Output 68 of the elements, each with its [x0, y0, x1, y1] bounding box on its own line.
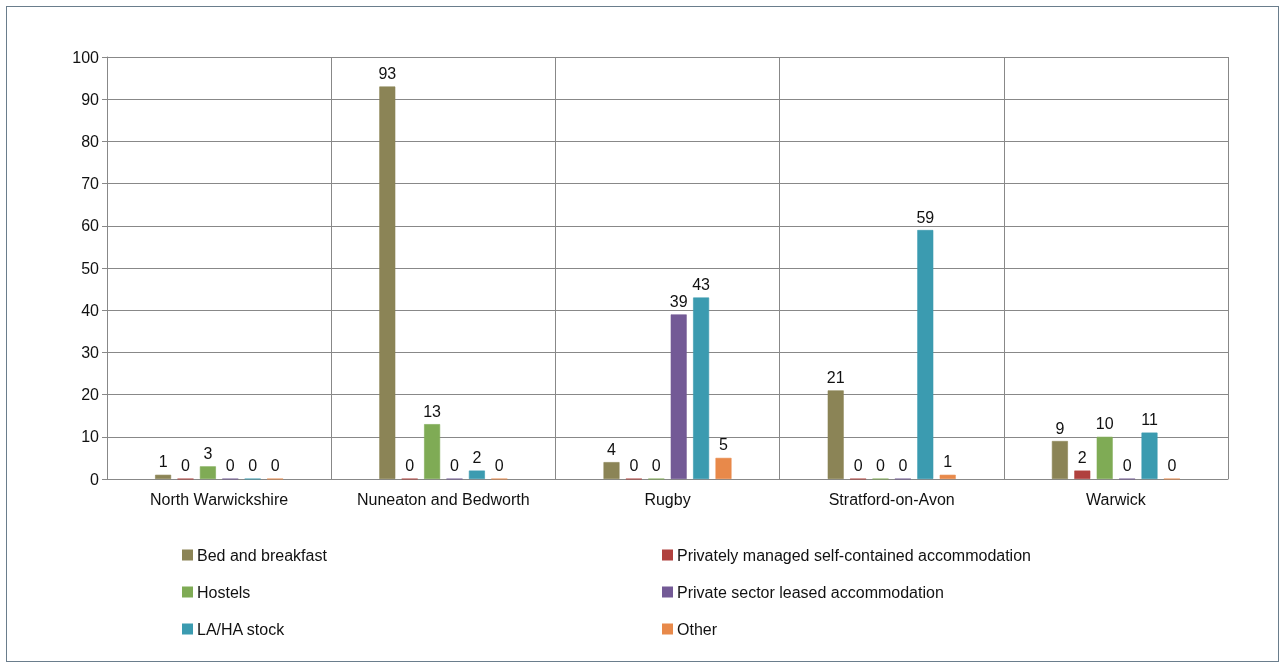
x-tick-label: Warwick [1085, 490, 1147, 508]
data-label: 93 [378, 65, 397, 83]
y-tick-label: 50 [81, 259, 100, 277]
data-label: 2 [1077, 449, 1087, 467]
data-label: 0 [270, 457, 280, 475]
legend-label: Bed and breakfast [197, 546, 328, 564]
bar [603, 462, 620, 479]
x-tick-label: Stratford-on-Avon [828, 490, 955, 508]
y-tick-label: 30 [81, 343, 100, 361]
data-label: 0 [405, 457, 415, 475]
y-tick-label: 80 [81, 132, 100, 150]
bar [693, 297, 710, 479]
bar [468, 470, 485, 479]
bar [715, 457, 732, 479]
bar [379, 86, 396, 479]
data-label: 1 [943, 453, 953, 471]
y-tick-label: 70 [81, 175, 100, 193]
data-label: 0 [853, 457, 863, 475]
data-label: 0 [629, 457, 639, 475]
data-label: 0 [898, 457, 908, 475]
data-label: 21 [826, 368, 845, 386]
data-label: 0 [876, 457, 886, 475]
data-label: 5 [719, 436, 729, 454]
data-label: 4 [607, 440, 617, 458]
y-tick-label: 90 [81, 90, 100, 108]
bar [917, 230, 934, 479]
data-label: 0 [248, 457, 258, 475]
legend-label: Other [677, 620, 718, 638]
bar [1074, 470, 1091, 479]
data-label: 0 [1122, 457, 1132, 475]
y-tick-label: 100 [72, 48, 100, 66]
data-label: 0 [494, 457, 504, 475]
x-tick-label: Nuneaton and Bedworth [357, 490, 530, 508]
data-label: 1 [158, 453, 168, 471]
x-tick-label: North Warwickshire [150, 490, 289, 508]
data-label: 9 [1055, 419, 1065, 437]
bar [670, 314, 687, 479]
bar [1141, 432, 1158, 479]
data-label: 2 [472, 449, 482, 467]
data-label: 0 [450, 457, 460, 475]
bar [155, 474, 172, 479]
bar [199, 466, 216, 479]
y-tick-label: 0 [90, 470, 100, 488]
legend-label: Privately managed self-contained accommodation [677, 546, 1031, 564]
bar [827, 390, 844, 479]
bar [939, 474, 956, 479]
data-label: 39 [669, 292, 688, 310]
data-label: 11 [1141, 411, 1158, 429]
data-label: 0 [225, 457, 235, 475]
data-label: 0 [181, 457, 191, 475]
data-label: 10 [1095, 415, 1114, 433]
legend-label: LA/HA stock [197, 620, 286, 638]
legend-label: Private sector leased accommodation [677, 583, 944, 601]
x-tick-label: Rugby [644, 490, 691, 508]
legend-label: Hostels [197, 583, 251, 601]
data-label: 43 [692, 276, 711, 294]
bar [1051, 441, 1068, 479]
y-tick-label: 60 [81, 217, 100, 235]
data-label: 3 [203, 444, 213, 462]
data-label: 0 [1167, 457, 1177, 475]
data-label: 13 [423, 402, 442, 420]
data-label: 0 [651, 457, 661, 475]
bar [1096, 436, 1113, 479]
bar [424, 424, 441, 479]
y-tick-label: 10 [81, 428, 100, 446]
y-tick-label: 40 [81, 301, 100, 319]
data-label: 59 [916, 208, 935, 226]
y-tick-label: 20 [81, 386, 100, 404]
